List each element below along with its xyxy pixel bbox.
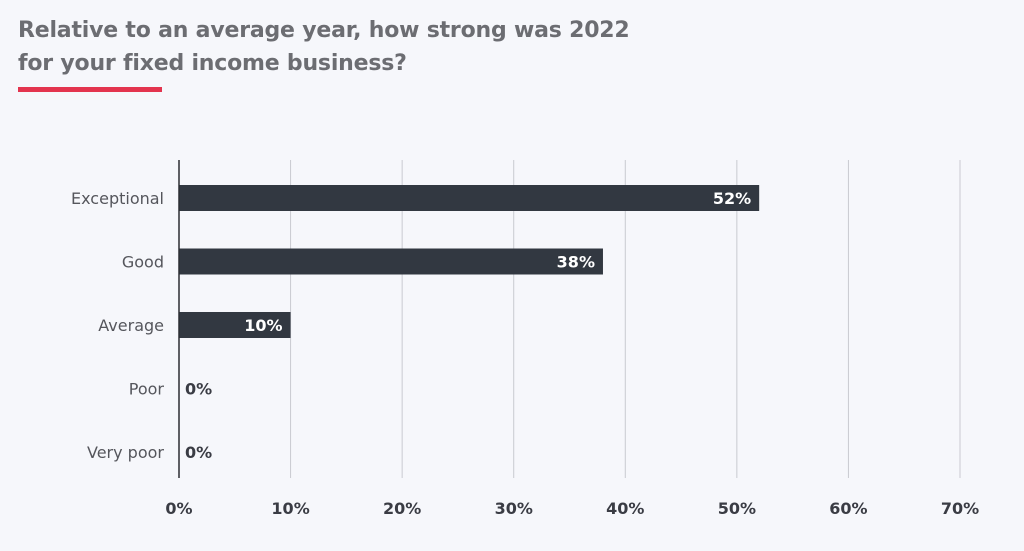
value-label: 52%	[713, 189, 751, 208]
x-tick-label: 50%	[718, 499, 756, 518]
category-label: Good	[122, 253, 164, 272]
x-tick-label: 70%	[941, 499, 979, 518]
bars	[179, 185, 760, 338]
x-tick-label: 30%	[495, 499, 533, 518]
x-tick-label: 10%	[271, 499, 309, 518]
chart-title-line-1: Relative to an average year, how strong …	[18, 18, 630, 43]
category-label: Very poor	[87, 443, 164, 462]
x-tick-label: 20%	[383, 499, 421, 518]
bar	[179, 185, 760, 211]
gridlines	[290, 160, 961, 478]
value-label: 0%	[185, 443, 212, 462]
value-label: 10%	[244, 316, 282, 335]
category-label: Exceptional	[71, 189, 164, 208]
x-axis-tick-labels: 0% 10% 20% 30% 40% 50% 60% 70%	[165, 499, 979, 518]
x-tick-label: 0%	[165, 499, 192, 518]
bar	[179, 312, 291, 338]
value-labels: 52% 38% 10% 0% 0%	[185, 189, 751, 462]
category-label: Average	[98, 316, 164, 335]
bar	[179, 248, 603, 275]
category-label: Poor	[129, 380, 165, 399]
value-label: 0%	[185, 380, 212, 399]
value-label: 38%	[557, 253, 595, 272]
chart-title-line-2: for your fixed income business?	[18, 51, 407, 76]
chart-title: Relative to an average year, how strong …	[18, 14, 658, 80]
title-accent-underline	[18, 87, 162, 92]
x-tick-label: 40%	[606, 499, 644, 518]
category-labels: Exceptional Good Average Poor Very poor	[71, 189, 164, 462]
x-tick-label: 60%	[829, 499, 867, 518]
